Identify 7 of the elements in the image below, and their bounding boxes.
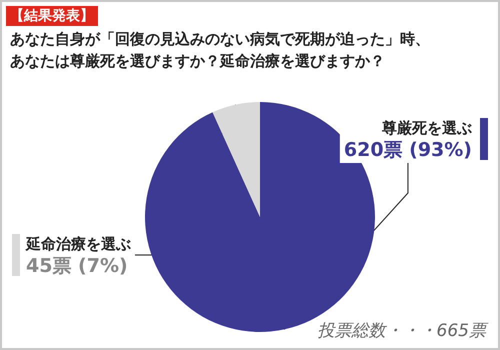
slice-label: 尊厳死を選ぶ: [381, 119, 472, 137]
slice-label: 延命治療を選ぶ: [25, 235, 131, 253]
text: 投票総数・・・665票: [318, 320, 486, 342]
data-label: 620票 (93%): [344, 139, 472, 161]
chart-subtitle: 【結果発表】: [6, 6, 98, 26]
chart-title: あなた自身が「回復の見込みのない病気で死期が迫った」時、あなたは尊厳死を選びますか？延命治療を選びますか？: [10, 29, 431, 72]
data-label: 45票 (7%): [26, 255, 128, 277]
